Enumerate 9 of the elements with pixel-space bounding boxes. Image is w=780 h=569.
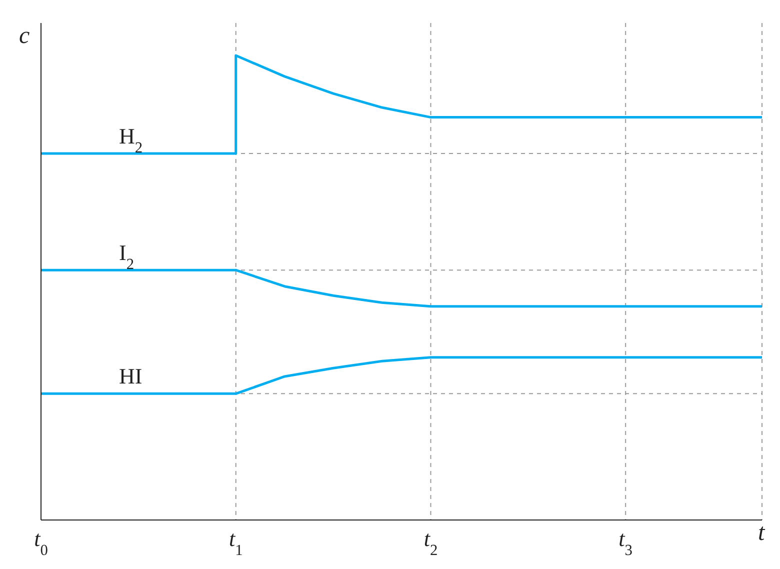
series-label: H$_{2}$ (119, 124, 143, 156)
series-label: I$_{2}$ (119, 240, 134, 273)
x-tick-label: t$_{2}$ (424, 526, 438, 558)
x-tick-label: t$_{3}$ (618, 526, 633, 558)
x-tick-label: t$_{1}$ (228, 526, 243, 558)
series-label: HI (119, 364, 142, 389)
x-tick-label: t$_{0}$ (34, 526, 48, 558)
x-axis-title: t (758, 520, 766, 546)
y-axis-title: c (19, 23, 30, 49)
